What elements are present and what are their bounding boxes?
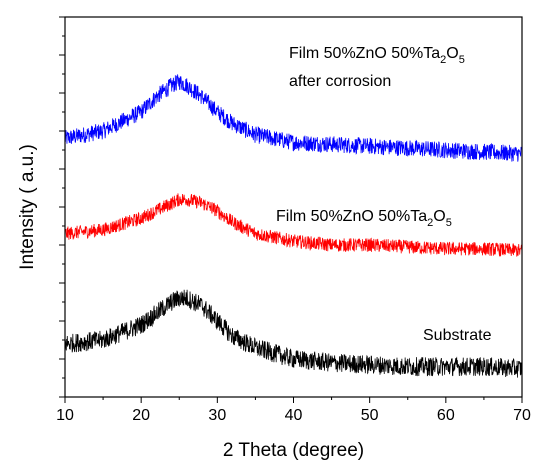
x-axis-label: 2 Theta (degree) — [223, 440, 364, 461]
y-axis-label: Intensity ( a.u.) — [17, 144, 38, 270]
x-tick-label: 60 — [437, 407, 455, 424]
series-film-line — [65, 193, 522, 257]
axes — [59, 16, 523, 403]
series-after-corrosion-label: Film 50%ZnO 50%Ta2O5 — [289, 45, 465, 66]
x-tick-label: 10 — [56, 407, 74, 424]
x-tick-label: 20 — [132, 407, 150, 424]
labels: 10 20 30 40 50 60 70 2 Theta (degree) Intensity … — [17, 45, 531, 461]
series-after-corrosion-line — [65, 74, 522, 162]
series-after-corrosion-label-line2: after corrosion — [289, 73, 391, 90]
x-tick-label: 30 — [208, 407, 226, 424]
x-tick-label: 70 — [513, 407, 531, 424]
x-tick-label: 40 — [285, 407, 303, 424]
x-tick-label: 50 — [361, 407, 379, 424]
series-film-label: Film 50%ZnO 50%Ta2O5 — [276, 208, 452, 229]
plot-area — [65, 74, 522, 378]
series-substrate-label: Substrate — [423, 327, 492, 344]
series-substrate-line — [65, 289, 522, 378]
